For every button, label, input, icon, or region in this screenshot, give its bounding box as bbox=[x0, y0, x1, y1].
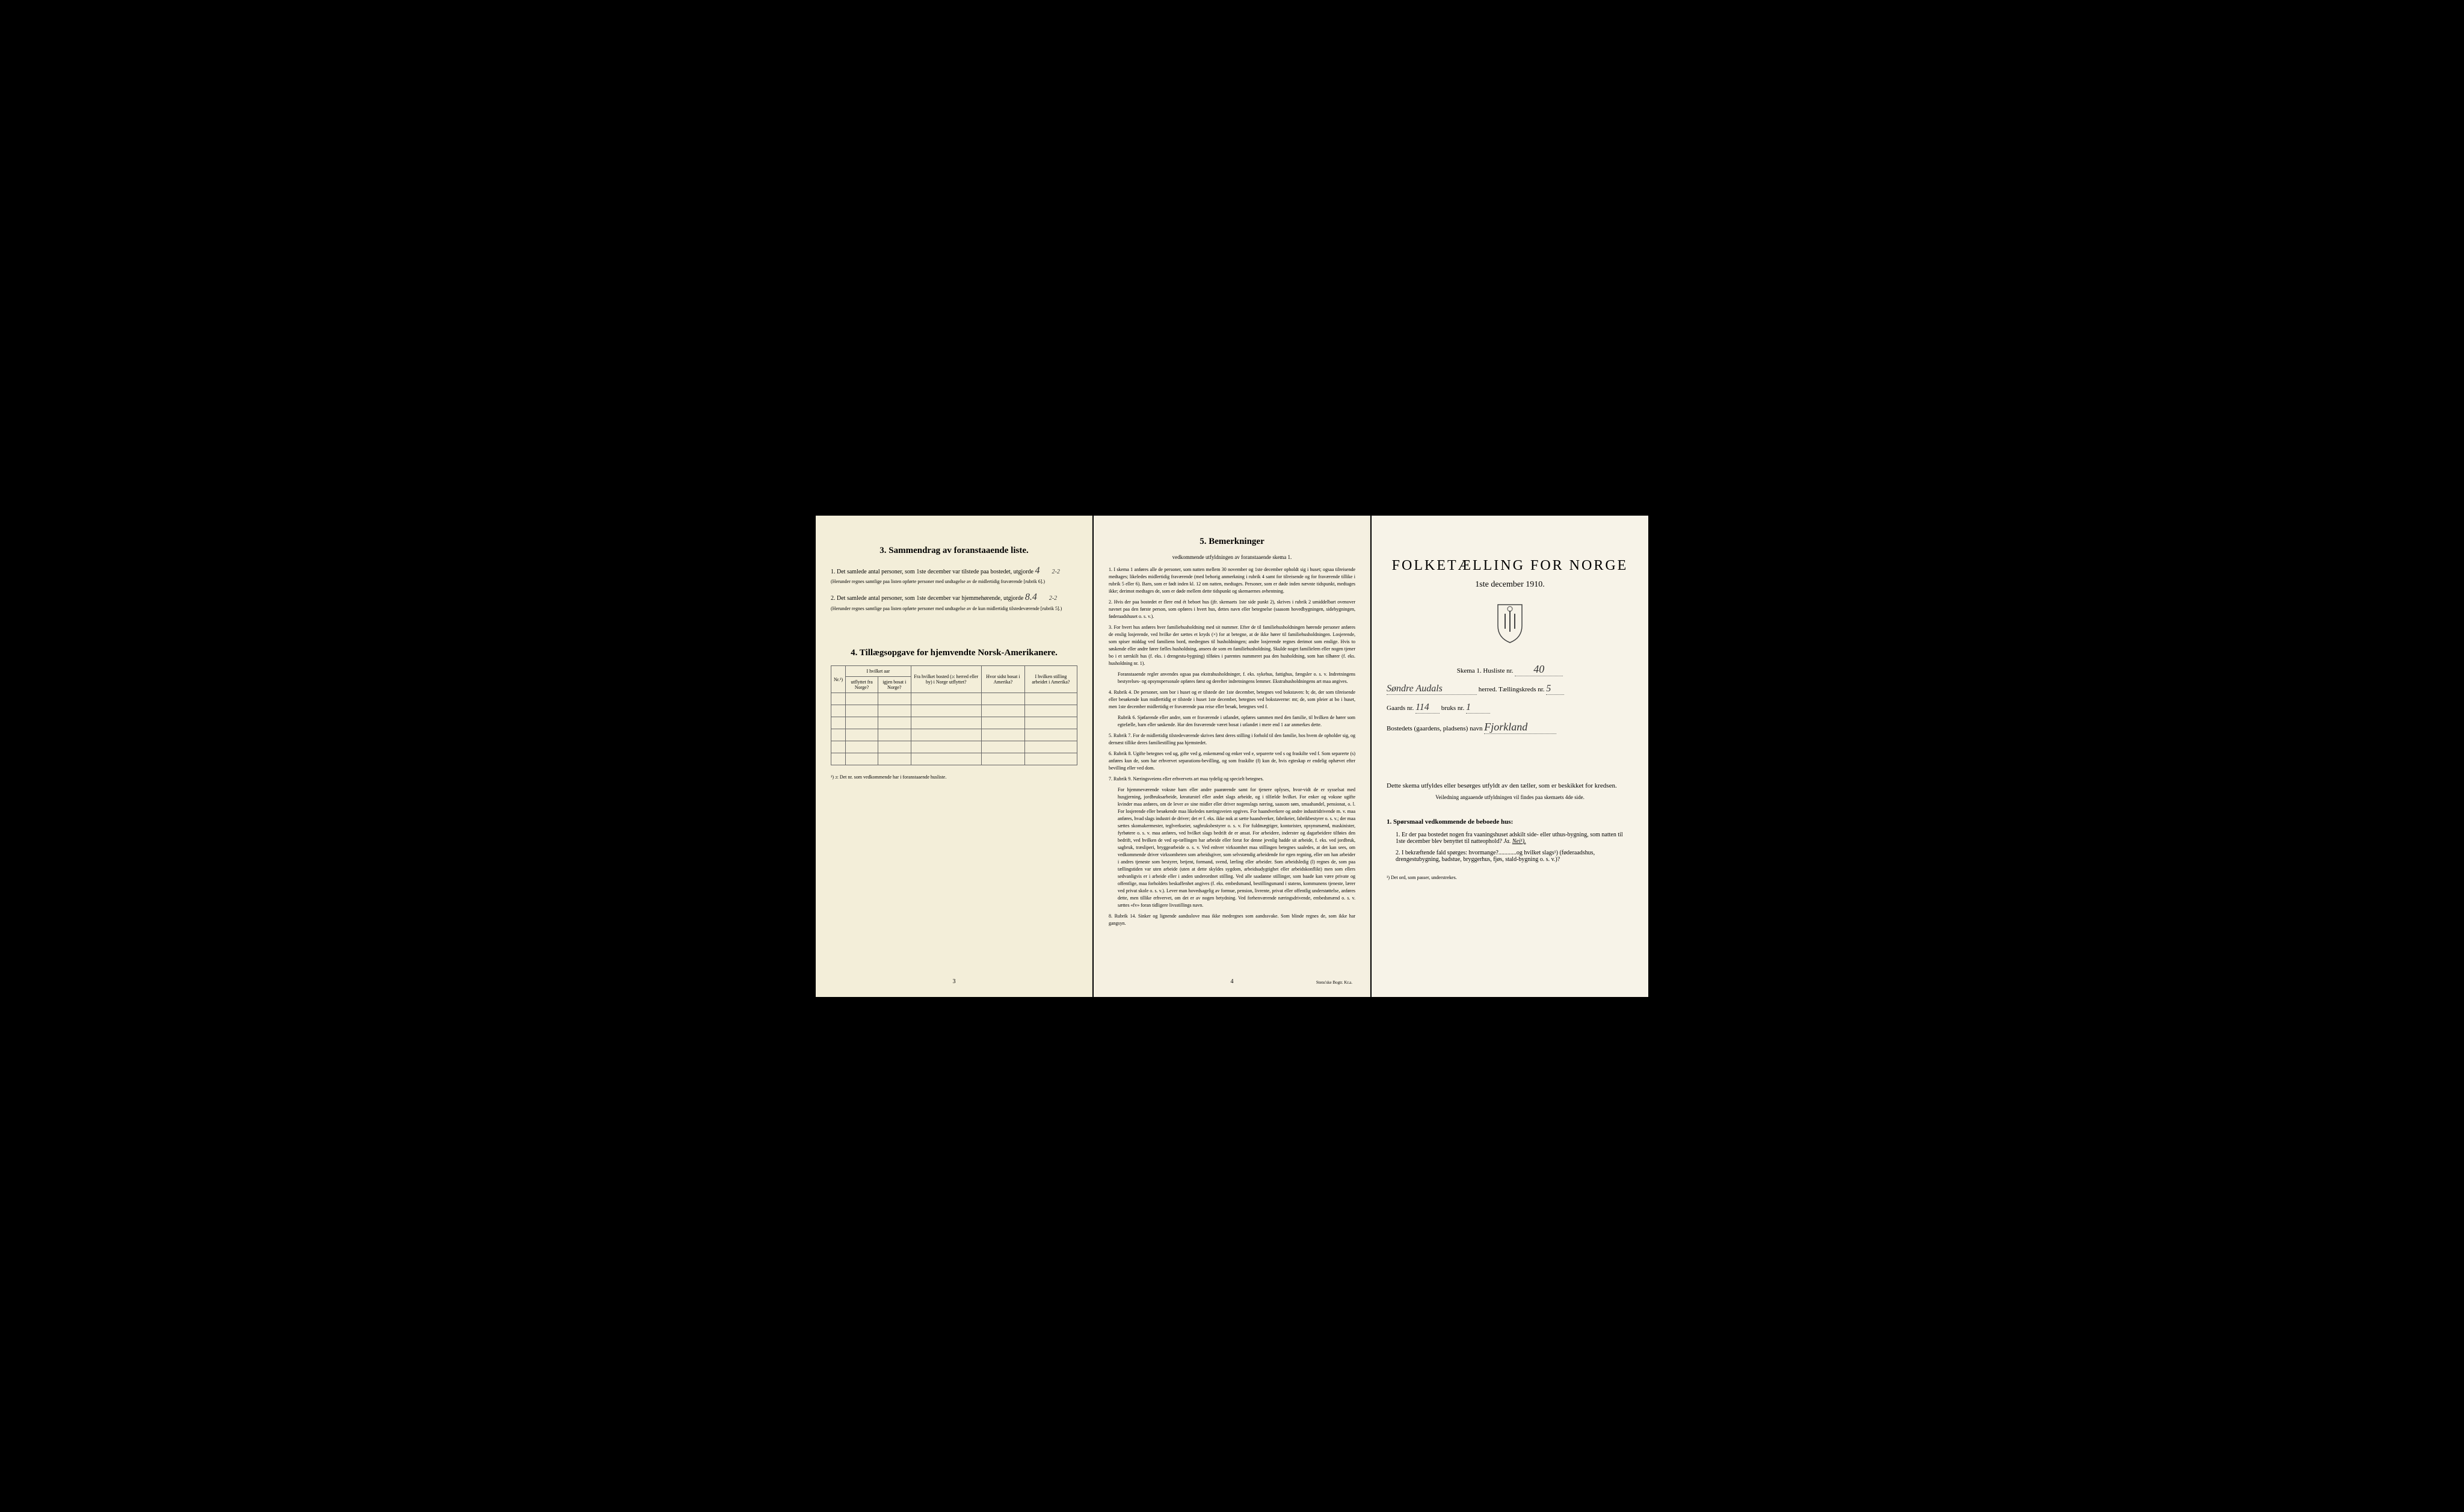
kreds-value: 5 bbox=[1546, 683, 1564, 695]
remark-rubrik9: For hjemmeværende voksne barn eller andr… bbox=[1109, 786, 1355, 909]
remark-7: 7. Rubrik 9. Næringsveiens eller erhverv… bbox=[1109, 776, 1355, 783]
question-1: 1. Er der paa bostedet nogen fra vaaning… bbox=[1387, 832, 1633, 845]
census-document: 3. Sammendrag av foranstaaende liste. 1.… bbox=[816, 516, 1648, 997]
table-row bbox=[831, 729, 1077, 741]
table-footnote: ¹) ɔ: Det nr. som vedkommende har i fora… bbox=[831, 774, 1077, 780]
emigrant-table: Nr.¹) I hvilket aar Fra hvilket bosted (… bbox=[831, 665, 1077, 765]
item2: 2. Det samlede antal personer, som 1ste … bbox=[831, 590, 1077, 612]
page-right: FOLKETÆLLING FOR NORGE 1ste december 191… bbox=[1372, 516, 1648, 997]
section5-subtitle: vedkommende utfyldningen av foranstaaend… bbox=[1109, 554, 1355, 560]
table-row bbox=[831, 693, 1077, 705]
remark-3: 3. For hvert hus anføres hver familiehus… bbox=[1109, 624, 1355, 667]
bruks-label: bruks nr. bbox=[1441, 705, 1465, 712]
th-from: Fra hvilket bosted (ɔ: herred eller by) … bbox=[911, 666, 982, 693]
instruction: Dette skema utfyldes eller besørges utfy… bbox=[1387, 782, 1633, 789]
question-2: 2. I bekræftende fald spørges: hvormange… bbox=[1387, 850, 1633, 863]
page-middle: 5. Bemerkninger vedkommende utfyldningen… bbox=[1094, 516, 1370, 997]
item2-text: Det samlede antal personer, som 1ste dec… bbox=[837, 595, 1023, 602]
section3-title: 3. Sammendrag av foranstaaende liste. bbox=[831, 546, 1077, 556]
item1-value: 4 bbox=[1035, 566, 1040, 576]
table-row bbox=[831, 717, 1077, 729]
skema-value: 40 bbox=[1515, 663, 1563, 676]
th-returned: igjen bosat i Norge? bbox=[878, 677, 911, 693]
table-row bbox=[831, 741, 1077, 753]
remark-6: 6. Rubrik 8. Ugifte betegnes ved ug, gif… bbox=[1109, 750, 1355, 772]
item2-sub: 2-2 bbox=[1049, 595, 1057, 602]
item1: 1. Det samlede antal personer, som 1ste … bbox=[831, 563, 1077, 585]
q1-ja: Ja. bbox=[1503, 838, 1511, 845]
section5-title: 5. Bemerkninger bbox=[1109, 537, 1355, 547]
page3-footnote: ¹) Det ord, som passer, understrekes. bbox=[1387, 875, 1633, 880]
item1-note: (Herunder regnes samtlige paa listen opf… bbox=[831, 578, 1077, 585]
q1-nei: Nei¹). bbox=[1512, 838, 1526, 845]
remark-rubrik6: Rubrik 6. Sjøfarende eller andre, som er… bbox=[1109, 714, 1355, 729]
skema-label: Skema 1. Husliste nr. bbox=[1457, 667, 1514, 674]
bosted-line: Bostedets (gaardens, pladsens) navn Fjor… bbox=[1387, 721, 1633, 734]
instruction-sub: Veiledning angaaende utfyldningen vil fi… bbox=[1387, 794, 1633, 800]
question-title: 1. Spørsmaal vedkommende de beboede hus: bbox=[1387, 818, 1633, 825]
page-number-3: 3 bbox=[953, 978, 956, 985]
herred-value: Søndre Audals bbox=[1387, 683, 1477, 695]
table-row bbox=[831, 753, 1077, 765]
item2-value: 8.4 bbox=[1025, 592, 1037, 602]
bruks-value: 1 bbox=[1466, 702, 1490, 714]
skema-line: Skema 1. Husliste nr. 40 bbox=[1387, 663, 1633, 676]
th-emigrated: utflyttet fra Norge? bbox=[846, 677, 878, 693]
th-where: Hvor sidst bosat i Amerika? bbox=[982, 666, 1025, 693]
th-year: I hvilket aar bbox=[846, 666, 911, 677]
subtitle: 1ste december 1910. bbox=[1387, 580, 1633, 590]
remark-4: 4. Rubrik 4. De personer, som bor i huse… bbox=[1109, 689, 1355, 711]
herred-label: herred. Tællingskreds nr. bbox=[1479, 686, 1545, 693]
coat-of-arms-icon bbox=[1387, 602, 1633, 651]
table-row bbox=[831, 705, 1077, 717]
remark-5: 5. Rubrik 7. For de midlertidig tilstede… bbox=[1109, 732, 1355, 747]
section4-title: 4. Tillægsopgave for hjemvendte Norsk-Am… bbox=[831, 648, 1077, 658]
th-nr: Nr.¹) bbox=[831, 666, 846, 693]
th-position: I hvilken stilling arbeidet i Amerika? bbox=[1024, 666, 1077, 693]
remark-extra: Foranstaaende regler anvendes ogsaa paa … bbox=[1109, 671, 1355, 685]
gaards-label: Gaards nr. bbox=[1387, 705, 1414, 712]
gaards-line: Gaards nr. 114 bruks nr. 1 bbox=[1387, 702, 1633, 714]
herred-line: Søndre Audals herred. Tællingskreds nr. … bbox=[1387, 683, 1633, 695]
bosted-value: Fjorkland bbox=[1484, 721, 1556, 734]
remark-2: 2. Hvis der paa bostedet er flere end ét… bbox=[1109, 599, 1355, 620]
page-left: 3. Sammendrag av foranstaaende liste. 1.… bbox=[816, 516, 1092, 997]
bosted-label: Bostedets (gaardens, pladsens) navn bbox=[1387, 725, 1482, 732]
remark-1: 1. I skema 1 anføres alle de personer, s… bbox=[1109, 566, 1355, 595]
item2-note: (Herunder regnes samtlige paa listen opf… bbox=[831, 605, 1077, 612]
main-title: FOLKETÆLLING FOR NORGE bbox=[1387, 558, 1633, 574]
item1-sub: 2-2 bbox=[1052, 569, 1059, 575]
remark-8: 8. Rubrik 14. Sinker og lignende aandssl… bbox=[1109, 913, 1355, 927]
item1-text: Det samlede antal personer, som 1ste dec… bbox=[837, 569, 1033, 575]
printer-note: Stens'ske Bogtr. Kr.a. bbox=[1316, 980, 1352, 985]
page-number-4: 4 bbox=[1231, 978, 1234, 985]
question-section: 1. Spørsmaal vedkommende de beboede hus:… bbox=[1387, 818, 1633, 863]
gaards-value: 114 bbox=[1415, 702, 1440, 714]
